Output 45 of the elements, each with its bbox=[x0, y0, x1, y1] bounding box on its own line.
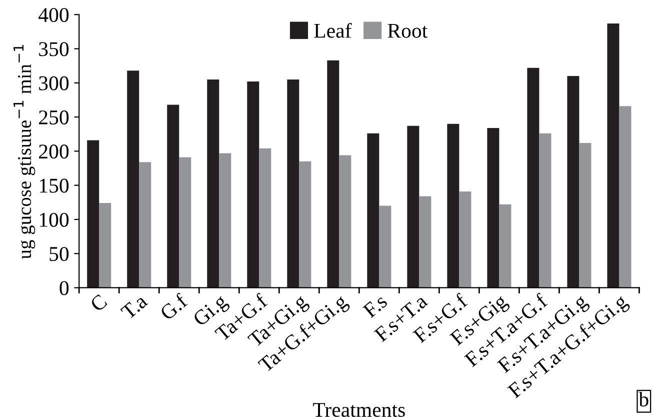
y-axis-title: ug gucose gtisuue$^{−1}$ min$^{−1}$ bbox=[14, 44, 36, 259]
x-axis-title: Treatments bbox=[313, 403, 405, 417]
bar bbox=[99, 203, 112, 288]
bar bbox=[487, 128, 500, 288]
bar bbox=[219, 153, 232, 288]
y-tick-label: 150 bbox=[40, 178, 69, 193]
bar bbox=[527, 68, 540, 288]
bar bbox=[259, 148, 272, 288]
bar bbox=[139, 162, 152, 288]
bar bbox=[207, 79, 220, 288]
bar bbox=[607, 23, 620, 288]
bar bbox=[287, 79, 300, 288]
bar bbox=[327, 60, 340, 288]
bar bbox=[247, 82, 260, 288]
bar bbox=[339, 155, 352, 288]
x-tick-label: C bbox=[90, 294, 108, 312]
y-tick-label: 300 bbox=[39, 76, 69, 90]
legend-label: Leaf bbox=[314, 22, 352, 38]
bar bbox=[579, 142, 592, 288]
bar bbox=[87, 140, 100, 288]
legend-label: Root bbox=[388, 24, 428, 38]
y-tick-label: 250 bbox=[39, 110, 69, 124]
bar bbox=[447, 124, 460, 288]
y-tick-label: 200 bbox=[39, 144, 69, 159]
y-tick-label: 400 bbox=[38, 8, 69, 22]
bar bbox=[419, 196, 432, 288]
bar bbox=[127, 70, 140, 288]
y-tick-label: 100 bbox=[40, 212, 69, 227]
bar bbox=[179, 157, 192, 288]
bar bbox=[459, 191, 472, 288]
bar bbox=[367, 133, 380, 288]
x-tick-label: G.f bbox=[158, 292, 189, 321]
text: b bbox=[638, 392, 648, 407]
y-tick-label: 0 bbox=[60, 281, 69, 296]
bar bbox=[499, 204, 512, 288]
bar bbox=[167, 104, 180, 288]
bar bbox=[407, 126, 420, 288]
y-tick-label: 50 bbox=[50, 246, 69, 262]
y-tick-label: 350 bbox=[39, 42, 69, 56]
bar bbox=[567, 76, 580, 288]
bar bbox=[299, 161, 312, 288]
bar bbox=[539, 133, 552, 288]
bar bbox=[619, 106, 632, 288]
bar bbox=[379, 206, 392, 288]
x-tick-label: T.a bbox=[120, 293, 148, 320]
